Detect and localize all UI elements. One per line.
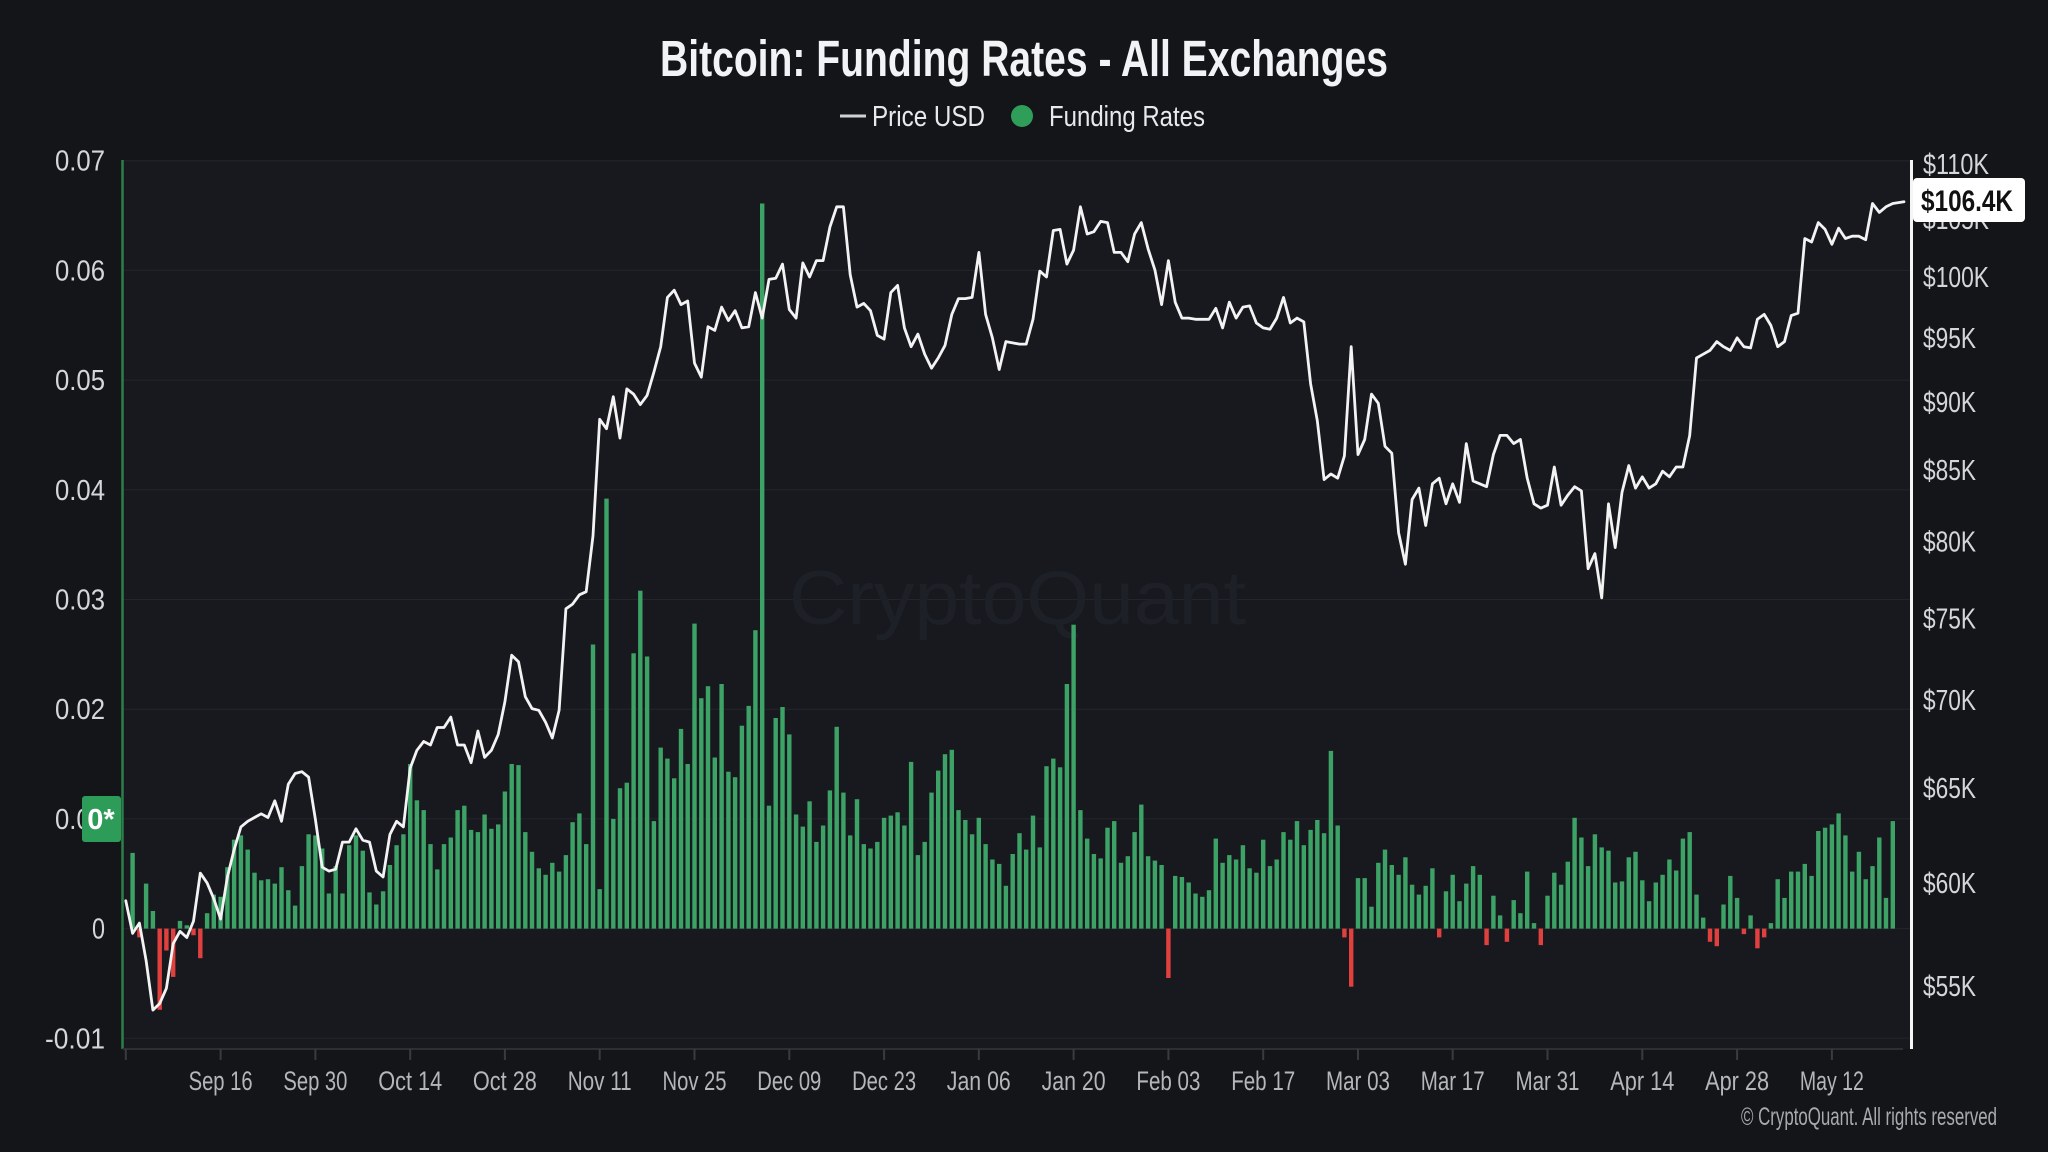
svg-text:© CryptoQuant. All rights rese: © CryptoQuant. All rights reserved <box>1741 1103 1997 1131</box>
svg-text:Jan 20: Jan 20 <box>1042 1066 1106 1096</box>
svg-text:Dec 23: Dec 23 <box>852 1066 916 1096</box>
svg-text:Feb 03: Feb 03 <box>1136 1066 1200 1096</box>
svg-text:Price USD: Price USD <box>872 101 985 133</box>
svg-text:$100K: $100K <box>1923 262 1990 294</box>
svg-text:Funding Rates: Funding Rates <box>1049 101 1205 133</box>
svg-text:Dec 09: Dec 09 <box>757 1066 821 1096</box>
svg-text:0.06: 0.06 <box>55 255 105 287</box>
svg-text:0.07: 0.07 <box>55 146 105 178</box>
svg-text:Feb 17: Feb 17 <box>1231 1066 1295 1096</box>
svg-text:Sep 16: Sep 16 <box>189 1066 253 1096</box>
svg-text:0.05: 0.05 <box>55 365 105 397</box>
svg-text:-0.01: -0.01 <box>45 1023 105 1055</box>
svg-text:$80K: $80K <box>1923 527 1977 559</box>
svg-text:0: 0 <box>92 914 105 946</box>
svg-text:$85K: $85K <box>1923 455 1977 487</box>
svg-text:$70K: $70K <box>1923 685 1977 717</box>
svg-text:$75K: $75K <box>1923 603 1977 635</box>
svg-text:0.03: 0.03 <box>55 585 105 617</box>
svg-text:Mar 03: Mar 03 <box>1326 1066 1390 1096</box>
svg-text:May 12: May 12 <box>1800 1066 1864 1096</box>
svg-text:Oct 14: Oct 14 <box>378 1066 442 1096</box>
svg-text:Mar 17: Mar 17 <box>1421 1066 1485 1096</box>
svg-text:Nov 25: Nov 25 <box>663 1066 727 1096</box>
svg-text:$95K: $95K <box>1923 323 1977 355</box>
svg-text:Nov 11: Nov 11 <box>568 1066 632 1096</box>
svg-text:$65K: $65K <box>1923 773 1977 805</box>
svg-text:0.02: 0.02 <box>55 694 105 726</box>
svg-text:Oct 28: Oct 28 <box>473 1066 537 1096</box>
svg-text:Apr 14: Apr 14 <box>1610 1066 1674 1096</box>
svg-text:Jan 06: Jan 06 <box>947 1066 1011 1096</box>
svg-text:Apr 28: Apr 28 <box>1705 1066 1769 1096</box>
svg-text:Bitcoin: Funding Rates - All E: Bitcoin: Funding Rates - All Exchanges <box>660 30 1388 87</box>
svg-text:$90K: $90K <box>1923 387 1977 419</box>
svg-text:Sep 30: Sep 30 <box>283 1066 347 1096</box>
svg-text:0.04: 0.04 <box>55 475 105 507</box>
svg-text:0*: 0* <box>87 804 115 836</box>
svg-text:CryptoQuant: CryptoQuant <box>789 556 1246 641</box>
svg-text:$60K: $60K <box>1923 868 1977 900</box>
svg-text:$55K: $55K <box>1923 971 1977 1003</box>
svg-text:Mar 31: Mar 31 <box>1516 1066 1580 1096</box>
svg-text:$110K: $110K <box>1923 149 1990 181</box>
svg-text:$106.4K: $106.4K <box>1921 185 2013 218</box>
